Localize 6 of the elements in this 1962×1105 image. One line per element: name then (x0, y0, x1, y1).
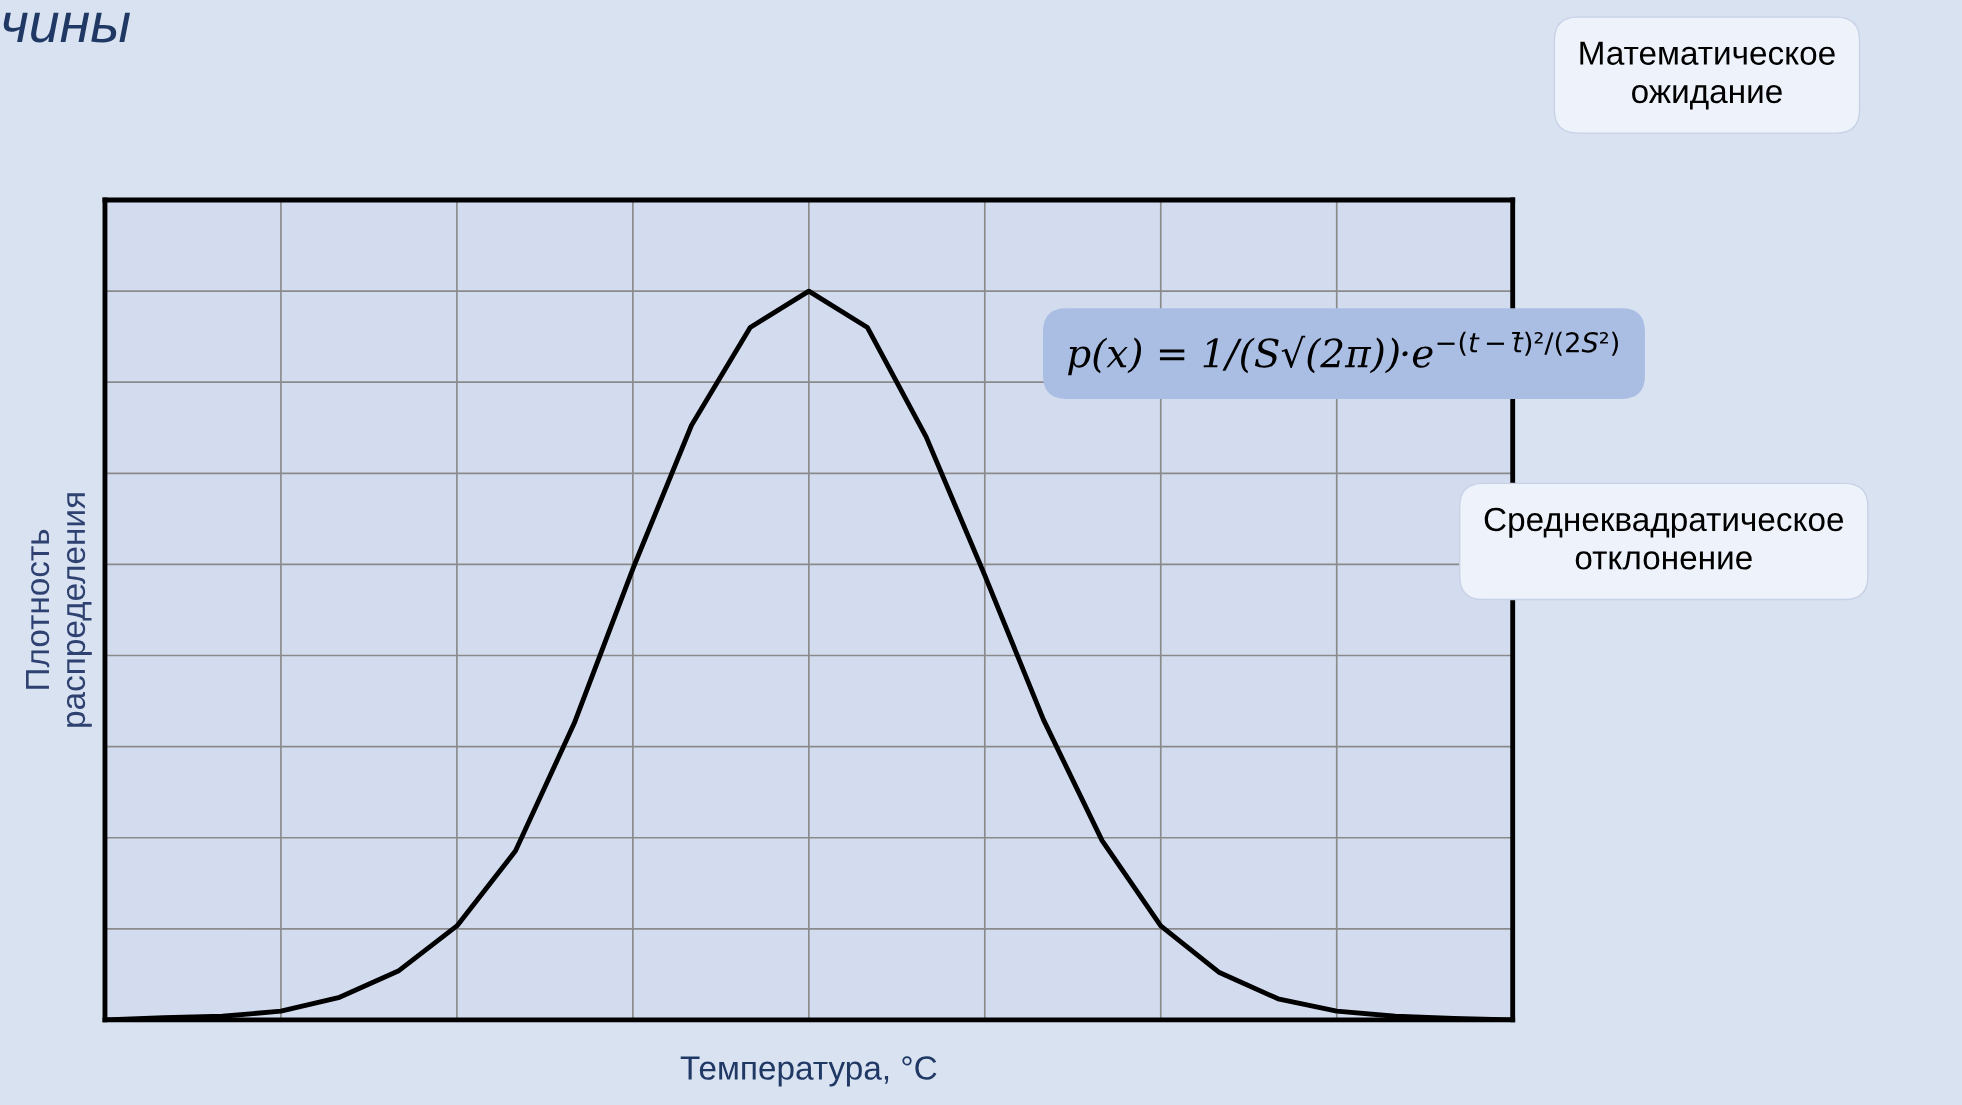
x-axis-title: Температура, °C (680, 1056, 937, 1087)
chart-title: чины (3, 12, 130, 43)
annotation: p(x) = 1/(S√(2π))·e$^{−(t−t̄)²/(2S²)}$ (1067, 331, 1618, 376)
text: Математическое ожидание (1580, 41, 1835, 110)
y-axis-title: Плотность распределения (26, 493, 92, 727)
annotation: Среднеквадратическое отклонение (1484, 507, 1844, 570)
